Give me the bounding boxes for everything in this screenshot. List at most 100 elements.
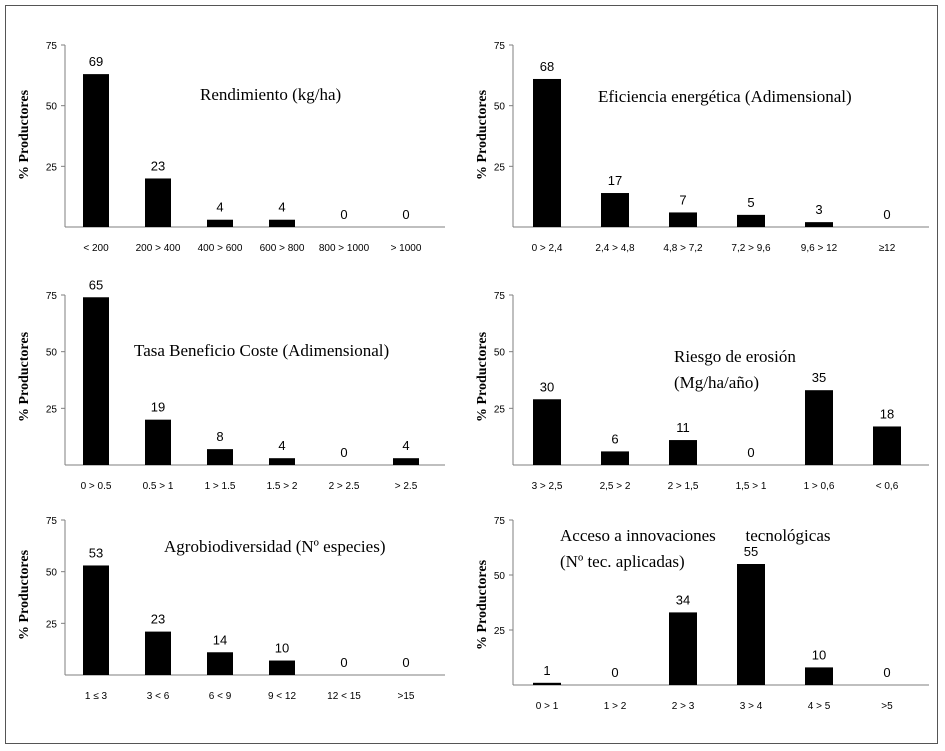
x-tick-label: >5: [881, 701, 893, 712]
bar: [669, 612, 697, 685]
x-tick-label: 4,8 > 7,2: [663, 243, 703, 254]
data-label: 0: [402, 207, 409, 222]
data-label: 4: [278, 438, 285, 453]
data-label: 10: [275, 641, 289, 656]
bar: [83, 297, 109, 465]
data-label: 65: [89, 277, 103, 292]
x-tick-label: 400 > 600: [198, 243, 243, 254]
chart-title: (Nº tec. aplicadas): [560, 552, 685, 571]
y-tick-label: 50: [494, 102, 506, 113]
chart-title: Riesgo de erosión: [674, 347, 796, 366]
bar: [145, 631, 171, 675]
data-label: 23: [151, 158, 165, 173]
data-label: 0: [340, 445, 347, 460]
x-tick-label: 0 > 1: [536, 701, 559, 712]
y-axis-title: % Productores: [17, 331, 32, 422]
bar: [269, 660, 295, 675]
bar: [207, 449, 233, 465]
y-tick-label: 50: [46, 568, 58, 579]
y-tick-label: 75: [494, 291, 506, 302]
x-tick-label: 2,4 > 4,8: [595, 243, 635, 254]
data-label: 19: [151, 400, 165, 415]
y-tick-label: 50: [494, 571, 506, 582]
chart-panel-5: 75 50 25 % Productores 53 1 ≤ 3 23 3 < 6 14 6 < 9…: [17, 516, 445, 702]
y-axis-title: % Productores: [17, 89, 32, 180]
x-tick-label: 4 > 5: [808, 701, 831, 712]
y-tick-label: 25: [46, 162, 58, 173]
data-label: 3: [815, 202, 822, 217]
bar: [207, 652, 233, 675]
bar: [393, 458, 419, 465]
bar: [601, 451, 629, 465]
x-tick-label: >15: [398, 691, 415, 702]
y-tick-label: 25: [494, 626, 506, 637]
chart-title: (Mg/ha/año): [674, 373, 759, 392]
bar: [533, 78, 561, 227]
bar: [269, 219, 295, 227]
bar: [83, 565, 109, 675]
chart-title: Agrobiodiversidad (Nº especies): [164, 537, 385, 556]
x-tick-label: 1 > 2: [604, 701, 627, 712]
y-tick-label: 75: [46, 41, 58, 52]
chart-title: Rendimiento (kg/ha): [200, 85, 341, 104]
bar: [207, 219, 233, 227]
y-tick-label: 75: [46, 516, 58, 527]
data-label: 0: [883, 207, 890, 222]
y-axis-title: % Productores: [475, 331, 490, 422]
x-tick-label: 2,5 > 2: [600, 481, 631, 492]
bar: [805, 667, 833, 685]
x-tick-label: 2 > 1,5: [668, 481, 699, 492]
data-label: 23: [151, 612, 165, 627]
x-tick-label: 0 > 0.5: [81, 481, 112, 492]
bar: [805, 390, 833, 465]
data-label: 0: [340, 655, 347, 670]
figure-frame: [5, 5, 938, 744]
x-tick-label: 2 > 3: [672, 701, 695, 712]
x-tick-label: 1 ≤ 3: [85, 691, 108, 702]
chart-panel-4: 75 50 25 % Productores 30 3 > 2,5 6 2,5 > 2 11 2 …: [475, 291, 929, 492]
data-label: 30: [540, 379, 554, 394]
bar: [873, 426, 901, 465]
y-tick-label: 25: [494, 404, 506, 415]
y-tick-label: 50: [46, 102, 58, 113]
bar: [669, 440, 697, 465]
chart-panel-6: 75 50 25 % Productores 1 0 > 1 0 1 > 2 34 2 > 3 55…: [475, 516, 929, 712]
x-tick-label: 1 > 0,6: [804, 481, 835, 492]
bar: [669, 212, 697, 227]
data-label: 11: [676, 420, 690, 435]
y-axis-title: % Productores: [475, 89, 490, 180]
y-tick-label: 75: [494, 41, 506, 52]
y-tick-label: 50: [46, 348, 58, 359]
bar: [737, 564, 765, 685]
x-tick-label: 12 < 15: [327, 691, 361, 702]
x-tick-label: 1,5 > 1: [736, 481, 767, 492]
data-label: 0: [883, 665, 890, 680]
y-tick-label: 25: [494, 162, 506, 173]
x-tick-label: < 200: [83, 243, 109, 254]
data-label: 18: [880, 406, 894, 421]
data-label: 17: [608, 173, 622, 188]
data-label: 4: [216, 200, 223, 215]
x-tick-label: 1.5 > 2: [267, 481, 298, 492]
data-label: 10: [812, 647, 826, 662]
data-label: 35: [812, 370, 826, 385]
data-label: 0: [402, 655, 409, 670]
bar: [269, 458, 295, 465]
data-label: 0: [611, 665, 618, 680]
data-label: 8: [216, 429, 223, 444]
x-tick-label: 6 < 9: [209, 691, 232, 702]
chart-title: Acceso a innovaciones tecnológicas: [560, 526, 831, 545]
y-tick-label: 25: [46, 404, 58, 415]
data-label: 55: [744, 544, 758, 559]
data-label: 53: [89, 545, 103, 560]
x-tick-label: 3 < 6: [147, 691, 170, 702]
data-label: 34: [676, 592, 690, 607]
bar: [533, 399, 561, 465]
data-label: 0: [340, 207, 347, 222]
bar: [805, 222, 833, 227]
bar: [737, 214, 765, 227]
x-tick-label: 3 > 4: [740, 701, 763, 712]
data-label: 4: [402, 438, 409, 453]
